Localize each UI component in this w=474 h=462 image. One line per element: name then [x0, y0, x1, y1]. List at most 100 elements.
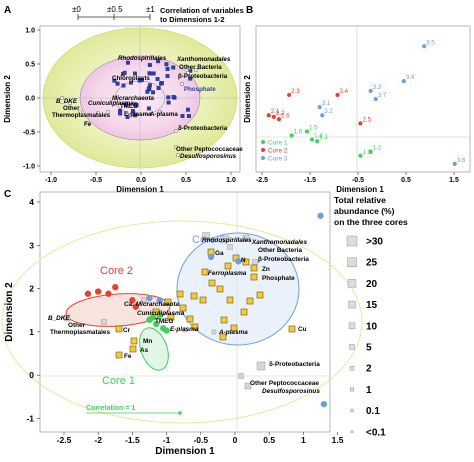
b-point-1: [289, 133, 294, 138]
c-label-other: Other: [68, 322, 86, 329]
a-ytick-label: 1.0: [25, 28, 35, 35]
core2-label: Core 2: [100, 265, 133, 277]
a-taxon-square: [137, 78, 142, 83]
c-point-core-2: [132, 303, 140, 310]
a-label-beta-proteo: β-Proteobacteria: [178, 73, 228, 80]
c-env-square: [190, 292, 198, 300]
c-label-mn: Mn: [143, 338, 152, 345]
size-legend: Total relative abundance (%) on the thre…: [334, 195, 408, 438]
a-taxon-square: [118, 111, 123, 116]
b-point-label: 3.2: [324, 108, 333, 115]
size-legend-label: 2: [366, 364, 372, 375]
b-point-2: [271, 114, 276, 119]
c-xtick-label: 0.5: [263, 435, 275, 445]
a-taxon-square: [188, 76, 193, 81]
panel-c-ylabel: Dimension 2: [4, 282, 15, 342]
size-legend-label: 0.1: [366, 406, 380, 417]
c-label-cr: Cr: [123, 327, 131, 334]
c-label-other-bacteria: Other Bacteria: [258, 247, 302, 254]
a-taxon-square: [185, 107, 190, 112]
c-ytick-label: -1: [26, 414, 34, 424]
a-taxon-square: [180, 114, 185, 118]
c-label-desulfo: Desulfosporosinus: [262, 388, 320, 395]
a-xtick-label: 1.0: [226, 177, 236, 184]
c-env-square: [242, 258, 250, 266]
a-variable-circle: [95, 110, 101, 116]
a-taxon-square: [166, 95, 171, 100]
a-taxon-square: [133, 102, 138, 107]
a-label-a-plasma: A-plasma: [150, 111, 178, 118]
a-label-other-bacteria: Other Bacteria: [179, 64, 222, 71]
a-taxon-square: [147, 63, 152, 67]
c-label-delta-proteo: δ-Proteobacteria: [269, 361, 320, 368]
panel-c-xticks: -2.5 -2 -1.5 -1 -0.5 0 0.5 1 1.5: [57, 432, 344, 445]
a-variable-circle: [112, 101, 118, 107]
a-taxon-square: [165, 74, 170, 79]
b-point-2: [276, 117, 282, 122]
b-point-label: 3.6: [457, 157, 466, 164]
a-taxon-square: [165, 67, 170, 71]
c-env-square: [208, 279, 216, 287]
panel-b: B -2.5 -1.5 -0.5 0.5 1.5 Dimension 1 Dimensi…: [243, 5, 471, 194]
c-taxon-square: [252, 259, 258, 265]
a-variable-circle: [85, 120, 91, 126]
core1-label: Core 1: [102, 375, 135, 387]
c-env-square: [152, 308, 160, 316]
c-env-square: [115, 351, 123, 359]
b-point-label: 3.1: [322, 100, 331, 107]
size-legend-label: <0.1: [366, 427, 386, 438]
c-label-phosphate: Phosphate: [262, 275, 295, 282]
b-point-label: 1.1: [362, 149, 371, 156]
c-taxon-square: [202, 232, 210, 240]
size-legend-swatch: [347, 257, 357, 267]
panel-a-labels: Rhodospirillales Xanthomonadales Other B…: [52, 55, 243, 160]
a-taxon-square: [125, 60, 130, 65]
c-label-ferroplasma: Ferroplasma: [208, 270, 247, 277]
b-xtick-label: 0.5: [401, 177, 411, 184]
panel-c-yticks: 4 3 2 1 0 -1: [26, 197, 40, 424]
size-legend-swatch: [350, 387, 354, 392]
a-label-e-plasma: E-plasma: [124, 111, 152, 118]
a-variable-circle: [173, 144, 179, 150]
a-label-other-pepto: Other Peptococcaceae: [176, 146, 243, 153]
panel-c: C Correlation = 1 -2.5 -2 -1.5 -1 -0.5 0 0.5 1 1…: [1, 189, 363, 457]
panel-a-letter: A: [4, 5, 11, 16]
panel-b-legend: Core 1 Core 2 Core 3: [261, 140, 288, 163]
a-label-chloroplasts: Chloroplasts: [112, 75, 150, 82]
size-legend-label: 15: [366, 300, 378, 311]
c-xtick-label: -1.5: [125, 435, 140, 445]
c-xtick-label: -1: [163, 435, 171, 445]
c-label-cuniculiplasma: Cuniculiplasma: [137, 310, 185, 317]
c-xtick-label: 1: [301, 435, 306, 445]
size-legend-label: >30: [366, 237, 383, 248]
c-point-core-2: [112, 284, 119, 291]
c-ytick-label: 4: [29, 197, 34, 207]
c-taxon-square: [182, 327, 188, 333]
b-point-label: 2.6: [281, 112, 290, 119]
core3-label: Core 3: [192, 234, 225, 246]
b-point-3: [401, 79, 406, 84]
a-label-fe: Fe: [84, 121, 92, 128]
c-env-square: [220, 316, 228, 324]
scale-label-0: ±0: [72, 5, 81, 14]
size-legend-title-1: Total relative: [334, 195, 386, 205]
c-env-square: [179, 304, 187, 312]
correlation-label: Correlation = 1: [86, 405, 135, 412]
c-taxon-square: [141, 297, 147, 303]
c-taxon-square: [256, 361, 266, 371]
c-taxon-square: [238, 373, 244, 379]
b-point-2: [266, 113, 271, 118]
a-taxon-square: [155, 77, 160, 81]
a-taxon-square: [112, 78, 117, 83]
c-ytick-label: 3: [29, 240, 34, 250]
size-legend-swatch: [350, 430, 354, 434]
b-point-label: 2.2: [276, 110, 285, 117]
a-label-cuniculiplasma: Cuniculiplasma: [88, 100, 134, 107]
b-point-label: 1.5: [309, 124, 318, 131]
c-label-fe: Fe: [124, 353, 132, 360]
b-point-1: [368, 149, 373, 154]
a-variable-circle: [179, 81, 185, 87]
b-point-label: 3.7: [378, 92, 387, 99]
c-xtick-label: 1.5: [332, 435, 344, 445]
a-variable-circle: [193, 67, 199, 73]
